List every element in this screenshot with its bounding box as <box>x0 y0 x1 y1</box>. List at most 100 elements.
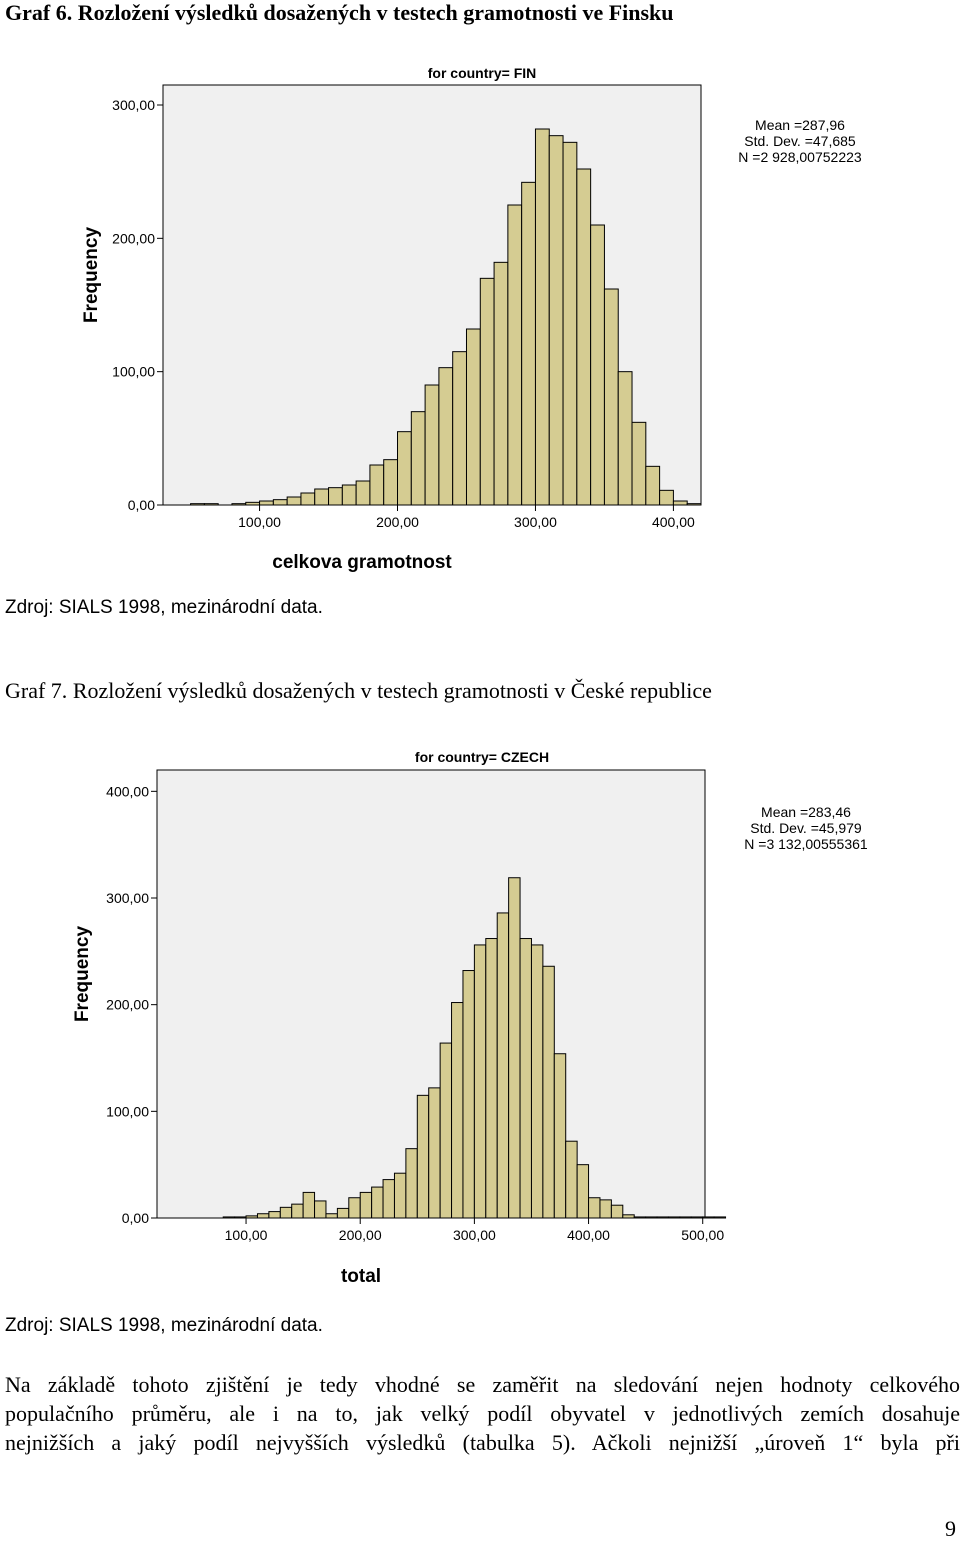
histogram-bar <box>519 938 532 1219</box>
histogram-bar <box>428 1087 441 1219</box>
graf7-title: Rozložení výsledků dosažených v testech … <box>72 678 712 703</box>
histogram-bar <box>359 1191 373 1219</box>
histogram-czech: 0,00 100,00 200,00 300,00 400,00 100,00 200,00… <box>72 749 868 1287</box>
histogram-bar <box>521 181 536 506</box>
graf6-caption: Graf 6. Rozložení výsledků dosažených v … <box>5 0 674 26</box>
graf7-caption: Graf 7. Rozložení výsledků dosažených v … <box>5 678 712 704</box>
histogram-bar <box>473 944 487 1219</box>
histogram-bar <box>679 1216 692 1219</box>
stats-line: Mean =283,46 <box>761 804 851 820</box>
histogram-bar <box>355 480 371 506</box>
x-tick-label: 200,00 <box>339 1227 382 1243</box>
stats-line: Std. Dev. =45,979 <box>750 820 862 836</box>
chart-fin: 0,00 100,00 200,00 300,00 100,00 200,00 300,00… <box>0 60 960 580</box>
y-tick-label: 0,00 <box>128 497 155 513</box>
histogram-bar <box>465 328 481 506</box>
histogram-bar <box>485 938 498 1219</box>
graf6-source: Zdroj: SIALS 1998, mezinárodní data. <box>5 597 323 618</box>
y-tick-label: 100,00 <box>112 364 155 380</box>
histogram-bar <box>268 1211 281 1219</box>
histogram-bar <box>508 877 521 1219</box>
histogram-bar <box>382 1179 395 1219</box>
histogram-bar <box>631 421 647 506</box>
histogram-bar <box>553 1053 567 1219</box>
paragraph-line: nejnižších a jaký podíl nejvyšších výsle… <box>5 1430 960 1455</box>
histogram-bar <box>259 500 274 506</box>
paragraph-line: populačního průměru, ale i na to, jak ve… <box>5 1401 960 1426</box>
histogram-bar <box>222 1216 236 1219</box>
histogram-bar <box>530 944 544 1219</box>
histogram-bar <box>369 464 385 506</box>
histogram-bar <box>548 135 564 506</box>
histogram-bar <box>416 1094 430 1219</box>
graf6-title: Rozložení výsledků dosažených v testech … <box>77 0 674 25</box>
y-axis-label: Frequency <box>81 227 102 324</box>
y-tick-label: 0,00 <box>122 1210 149 1226</box>
histogram-bar <box>190 503 205 506</box>
x-axis-label: celkova gramotnost <box>272 552 452 573</box>
stats-line: N =2 928,00752223 <box>738 149 862 165</box>
histogram-bar <box>452 351 467 506</box>
chart-czech: 0,00 100,00 200,00 300,00 400,00 100,00 200,00… <box>0 740 960 1300</box>
histogram-bar <box>256 1213 270 1219</box>
histogram-bar <box>245 1215 258 1219</box>
histogram-bar <box>713 1216 727 1219</box>
histogram-bar <box>633 1216 647 1219</box>
histogram-fin: 0,00 100,00 200,00 300,00 100,00 200,00 300,00… <box>81 65 862 573</box>
y-tick-label: 100,00 <box>106 1103 149 1119</box>
histogram-bar <box>599 1199 612 1219</box>
histogram-bar <box>314 488 330 506</box>
histogram-bar <box>405 1148 418 1219</box>
histogram-bar <box>336 1207 350 1219</box>
x-tick-label: 100,00 <box>225 1227 268 1243</box>
histogram-bar <box>231 503 247 506</box>
graf7-label: Graf 7. <box>5 678 68 703</box>
histogram-bar <box>291 1203 304 1219</box>
histogram-bar <box>328 487 343 506</box>
x-axis-label: total <box>341 1266 381 1287</box>
x-tick-label: 400,00 <box>567 1227 610 1243</box>
histogram-bar <box>234 1216 247 1219</box>
histogram-bar <box>534 128 550 506</box>
histogram-bar <box>341 484 357 506</box>
x-tick-label: 200,00 <box>376 514 419 530</box>
x-tick-label: 300,00 <box>514 514 557 530</box>
histogram-bar <box>438 367 454 506</box>
histogram-bar <box>542 965 555 1219</box>
x-tick-label: 500,00 <box>681 1227 724 1243</box>
stats-line: Std. Dev. =47,685 <box>744 133 856 149</box>
histogram-bar <box>603 288 619 506</box>
histogram-bar <box>622 1214 635 1219</box>
chart-title: for country= FIN <box>428 65 537 81</box>
histogram-bar <box>656 1216 669 1219</box>
histogram-bar <box>690 1216 704 1219</box>
histogram-bar <box>348 1197 361 1219</box>
histogram-bar <box>325 1213 338 1219</box>
histogram-bar <box>279 1206 293 1219</box>
histogram-bar <box>371 1186 384 1219</box>
y-tick-label: 200,00 <box>112 230 155 246</box>
histogram-bar <box>686 503 702 506</box>
body-paragraph: Na základě tohoto zjištění je tedy vhodn… <box>5 1370 960 1457</box>
histogram-bar <box>645 1216 658 1219</box>
histogram-bar <box>610 1204 624 1219</box>
x-tick-label: 400,00 <box>652 514 695 530</box>
histogram-bar <box>702 1216 715 1219</box>
histogram-bar <box>493 261 509 506</box>
x-tick-label: 300,00 <box>453 1227 496 1243</box>
graf6-label: Graf 6. <box>5 0 73 25</box>
histogram-bar <box>667 1216 681 1219</box>
histogram-bar <box>617 371 633 506</box>
stats-line: N =3 132,00555361 <box>744 836 868 852</box>
y-tick-label: 300,00 <box>112 97 155 113</box>
histogram-bar <box>562 141 578 506</box>
y-tick-label: 200,00 <box>106 997 149 1013</box>
histogram-bar <box>479 277 495 506</box>
stats-line: Mean =287,96 <box>755 117 845 133</box>
histogram-bar <box>576 1164 590 1219</box>
histogram-bar <box>588 1197 601 1219</box>
histogram-bar <box>576 168 592 506</box>
histogram-bar <box>424 384 440 506</box>
y-tick-label: 400,00 <box>106 783 149 799</box>
histogram-bar <box>672 500 688 506</box>
